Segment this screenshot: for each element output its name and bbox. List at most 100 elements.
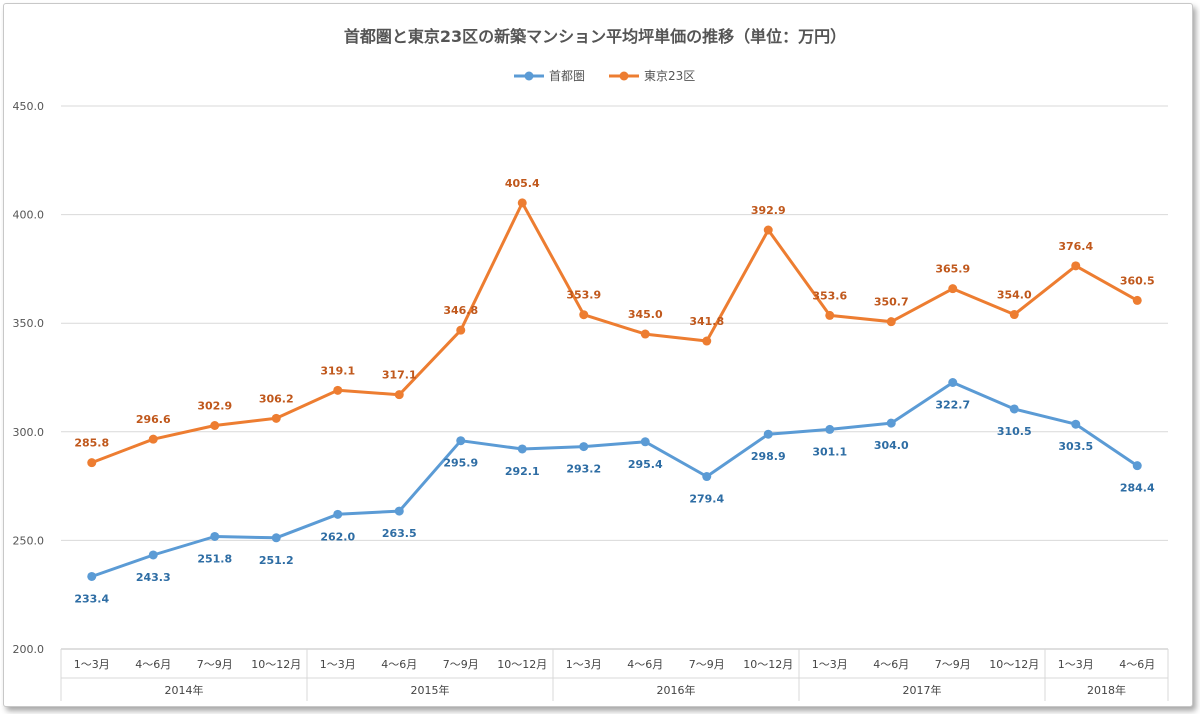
data-point — [763, 225, 773, 235]
data-point — [456, 325, 466, 335]
x-tick-label: 10～12月 — [251, 658, 301, 671]
data-point — [271, 413, 281, 423]
data-point — [333, 509, 343, 519]
y-tick-label: 350.0 — [13, 317, 45, 330]
x-tick-label: 10～12月 — [989, 658, 1039, 671]
chart-title: 首都圏と東京23区の新築マンション平均坪単価の推移（単位：万円） — [344, 27, 846, 46]
chart-frame: 首都圏と東京23区の新築マンション平均坪単価の推移（単位：万円） 首都圏 東京23… — [3, 3, 1193, 707]
data-label: 346.8 — [443, 304, 478, 317]
data-point — [948, 284, 958, 294]
data-point — [333, 385, 343, 395]
data-label: 306.2 — [259, 392, 294, 405]
y-tick-label: 300.0 — [13, 426, 45, 439]
data-point — [1132, 295, 1142, 305]
data-label: 405.4 — [505, 177, 540, 190]
data-point — [517, 444, 527, 454]
data-label: 251.2 — [259, 554, 294, 567]
x-tick-label: 4～6月 — [135, 658, 171, 671]
data-point — [271, 533, 281, 543]
data-label: 279.4 — [689, 493, 724, 506]
data-point — [640, 437, 650, 447]
data-label: 284.4 — [1120, 482, 1155, 495]
series-line — [91, 381, 1139, 578]
legend-entry: 東京23区 — [644, 69, 695, 83]
data-label: 365.9 — [935, 263, 970, 276]
y-axis: 200.0 250.0 300.0 350.0 400.0 450.0 — [13, 100, 45, 656]
data-label: 298.9 — [751, 450, 786, 463]
data-label: 263.5 — [382, 527, 417, 540]
data-point — [148, 550, 158, 560]
data-label: 233.4 — [74, 592, 109, 605]
x-tick-label: 7～9月 — [935, 658, 971, 671]
data-label: 360.5 — [1120, 274, 1155, 287]
data-label: 322.7 — [935, 398, 970, 411]
data-point — [579, 442, 589, 452]
legend-swatch-marker — [619, 71, 629, 81]
data-label: 295.9 — [443, 457, 478, 470]
data-label: 285.8 — [74, 437, 109, 450]
x-tick-label: 4～6月 — [1119, 658, 1155, 671]
x-tick-label: 4～6月 — [627, 658, 663, 671]
x-tick-label: 7～9月 — [443, 658, 479, 671]
series-lines — [91, 201, 1139, 578]
x-tick-label: 7～9月 — [689, 658, 725, 671]
year-label: 2016年 — [657, 683, 696, 697]
data-label: 251.8 — [197, 552, 232, 565]
series-points — [87, 198, 1142, 581]
data-label: 303.5 — [1058, 440, 1093, 453]
y-tick-label: 200.0 — [13, 643, 45, 656]
x-axis: 1～3月 4～6月 7～9月 10～12月 1～3月 4～6月 7～9月 10～12月 1～3月… — [60, 649, 1169, 701]
x-tick-label: 1～3月 — [1058, 658, 1094, 671]
data-point — [148, 434, 158, 444]
series-line — [91, 201, 1139, 465]
data-point — [394, 506, 404, 516]
data-point — [394, 390, 404, 400]
data-point — [640, 329, 650, 339]
x-tick-label: 1～3月 — [812, 658, 848, 671]
data-point — [825, 424, 835, 434]
line-chart: 首都圏と東京23区の新築マンション平均坪単価の推移（単位：万円） 首都圏 東京23… — [13, 27, 1169, 701]
legend-entry: 首都圏 — [549, 69, 585, 83]
data-label: 295.4 — [628, 458, 663, 471]
x-tick-label: 4～6月 — [873, 658, 909, 671]
data-label: 345.0 — [628, 308, 663, 321]
year-label: 2018年 — [1087, 683, 1126, 697]
data-label: 262.0 — [320, 530, 355, 543]
data-point — [825, 310, 835, 320]
y-tick-label: 450.0 — [13, 100, 45, 113]
data-label: 243.3 — [136, 571, 171, 584]
data-label: 301.1 — [812, 445, 847, 458]
data-point — [210, 531, 220, 541]
x-tick-label: 7～9月 — [197, 658, 233, 671]
y-tick-label: 250.0 — [13, 534, 45, 547]
data-point — [1009, 310, 1019, 320]
legend-swatch-marker — [524, 71, 534, 81]
data-label: 292.1 — [505, 465, 540, 478]
year-label: 2017年 — [903, 683, 942, 697]
data-point — [456, 436, 466, 446]
data-point — [1071, 419, 1081, 429]
data-point — [948, 377, 958, 387]
data-label: 350.7 — [874, 296, 909, 309]
data-point — [886, 418, 896, 428]
x-tick-label: 1～3月 — [74, 658, 110, 671]
x-tick-label: 1～3月 — [566, 658, 602, 671]
data-label: 392.9 — [751, 204, 786, 217]
data-label: 302.9 — [197, 400, 232, 413]
data-label: 304.0 — [874, 439, 909, 452]
x-tick-label: 10～12月 — [497, 658, 547, 671]
data-label: 293.2 — [566, 463, 601, 476]
data-label: 319.1 — [320, 364, 355, 377]
data-label: 354.0 — [997, 289, 1032, 302]
data-label: 296.6 — [136, 413, 171, 426]
year-label: 2014年 — [165, 683, 204, 697]
data-labels: 233.4 243.3 251.8 251.2 262.0 263.5 295.9 292.1… — [74, 177, 1155, 606]
data-point — [87, 571, 97, 581]
data-point — [87, 458, 97, 468]
data-label: 341.8 — [689, 315, 724, 328]
data-point — [1132, 461, 1142, 471]
legend: 首都圏 東京23区 — [514, 69, 695, 83]
data-label: 353.6 — [812, 289, 847, 302]
data-point — [1009, 404, 1019, 414]
data-point — [1071, 261, 1081, 271]
